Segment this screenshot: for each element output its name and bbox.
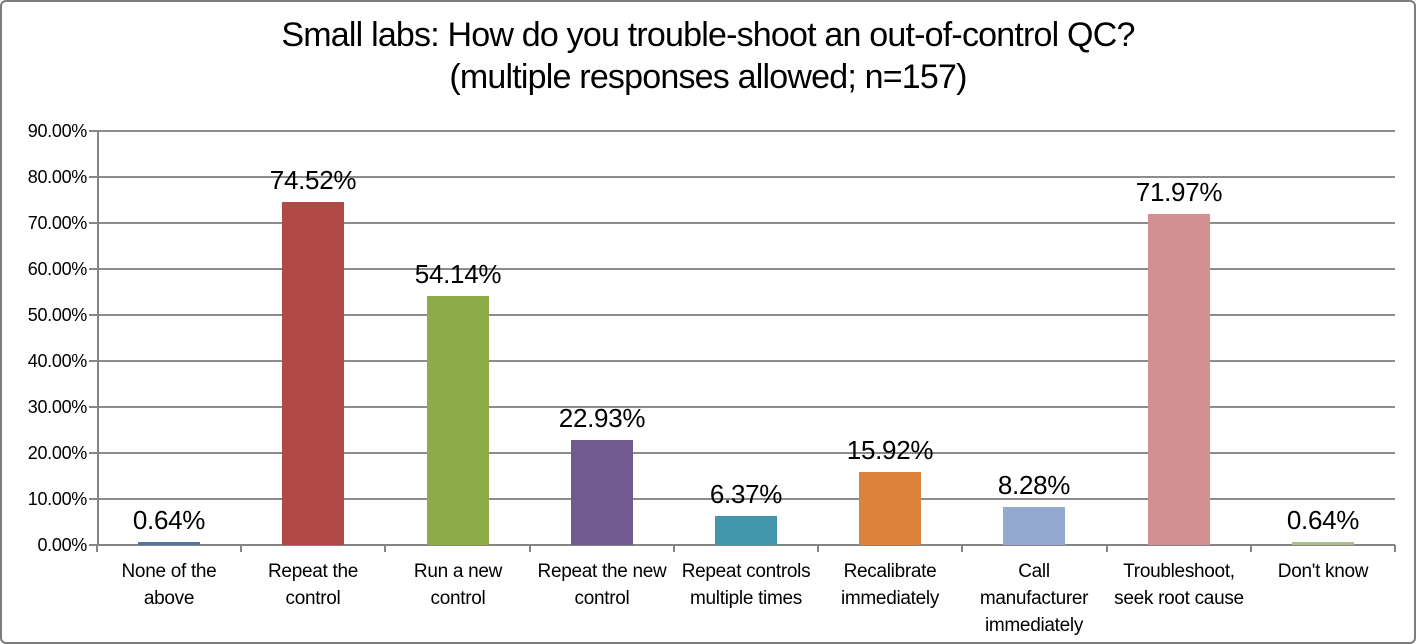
x-axis-tick-mark — [96, 545, 98, 552]
y-tick-label: 10.00% — [27, 489, 88, 509]
category-label: Recalibrate immediately — [840, 561, 940, 609]
y-tick-label: 20.00% — [27, 443, 88, 463]
bar — [138, 542, 200, 545]
y-tick-label: 30.00% — [27, 397, 88, 417]
bar-value-label: 6.37% — [709, 479, 783, 509]
bar-value-label: 0.64% — [1286, 505, 1360, 535]
y-tick-label: 0.00% — [37, 535, 87, 555]
y-axis-tick-mark — [89, 498, 97, 500]
x-axis-tick-mark — [817, 545, 820, 552]
gridline — [97, 498, 1395, 500]
bar — [427, 296, 489, 545]
chart-title-line-2: (multiple responses allowed; n=157) — [449, 58, 967, 96]
x-axis-line — [97, 544, 1395, 546]
bar-value-label: 54.14% — [414, 259, 502, 289]
bar — [1148, 214, 1210, 545]
y-tick-label: 40.00% — [27, 351, 88, 371]
x-axis-tick-mark — [1249, 545, 1252, 552]
y-axis-tick-mark — [89, 222, 97, 224]
bar — [282, 202, 344, 545]
chart-title-line-1: Small labs: How do you trouble-shoot an … — [281, 16, 1135, 54]
x-axis-tick-mark — [384, 545, 387, 552]
bar-value-label: 71.97% — [1135, 177, 1223, 207]
x-axis-tick-mark — [528, 545, 531, 552]
gridline — [97, 452, 1395, 454]
x-axis-tick-mark — [1394, 545, 1396, 552]
y-tick-label: 70.00% — [27, 213, 88, 233]
bar-value-label: 8.28% — [997, 470, 1071, 500]
gridline — [97, 130, 1395, 132]
x-axis-tick-mark — [240, 545, 243, 552]
gridline — [97, 360, 1395, 362]
bar-value-label: 0.64% — [132, 505, 206, 535]
y-axis-tick-mark — [89, 176, 97, 178]
y-axis-tick-mark — [89, 544, 97, 546]
y-axis-tick-mark — [89, 268, 97, 270]
y-axis-tick-mark — [89, 314, 97, 316]
y-axis-tick-mark — [89, 406, 97, 408]
bar-value-label: 74.52% — [269, 165, 357, 195]
y-tick-label: 90.00% — [27, 121, 88, 141]
y-axis-tick-mark — [89, 360, 97, 362]
category-label: Repeat the new control — [537, 561, 667, 609]
category-label: Run a new control — [413, 561, 503, 609]
gridline — [97, 268, 1395, 270]
gridline — [97, 406, 1395, 408]
y-axis-tick-mark — [89, 452, 97, 454]
bar — [715, 516, 777, 545]
category-label: Don't know — [1277, 561, 1369, 582]
y-tick-label: 80.00% — [27, 167, 88, 187]
chart-title: Small labs: How do you trouble-shoot an … — [2, 14, 1414, 98]
category-label: Repeat the control — [268, 561, 358, 609]
category-label: Troubleshoot, seek root cause — [1114, 561, 1244, 609]
category-label: Repeat controls multiple times — [681, 561, 811, 609]
bar — [571, 440, 633, 545]
gridline — [97, 222, 1395, 224]
x-axis-tick-mark — [672, 545, 675, 552]
bar-value-label: 15.92% — [846, 435, 934, 465]
y-tick-label: 50.00% — [27, 305, 88, 325]
gridline — [97, 314, 1395, 316]
x-axis-tick-mark — [961, 545, 964, 552]
gridline — [97, 176, 1395, 178]
bar-value-label: 22.93% — [558, 403, 646, 433]
category-label: Call manufacturer immediately — [979, 561, 1089, 636]
y-axis-tick-mark — [89, 130, 97, 132]
category-label: None of the above — [121, 561, 217, 609]
bar — [1292, 542, 1354, 545]
y-axis-line — [97, 131, 99, 545]
x-axis-tick-mark — [1105, 545, 1108, 552]
y-tick-label: 60.00% — [27, 259, 88, 279]
bar — [859, 472, 921, 545]
bar — [1003, 507, 1065, 545]
